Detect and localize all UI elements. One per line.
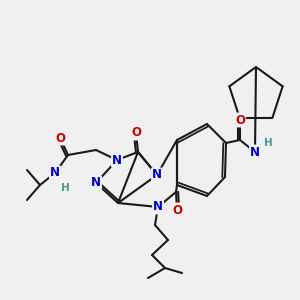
Text: O: O [131, 127, 141, 140]
Text: H: H [61, 183, 69, 193]
Text: N: N [152, 169, 162, 182]
Text: H: H [264, 138, 272, 148]
Text: N: N [250, 146, 260, 158]
Text: N: N [153, 200, 163, 214]
Text: N: N [50, 167, 60, 179]
Text: O: O [172, 203, 182, 217]
Text: N: N [112, 154, 122, 166]
Text: O: O [55, 131, 65, 145]
Text: O: O [235, 113, 245, 127]
Text: N: N [91, 176, 101, 190]
